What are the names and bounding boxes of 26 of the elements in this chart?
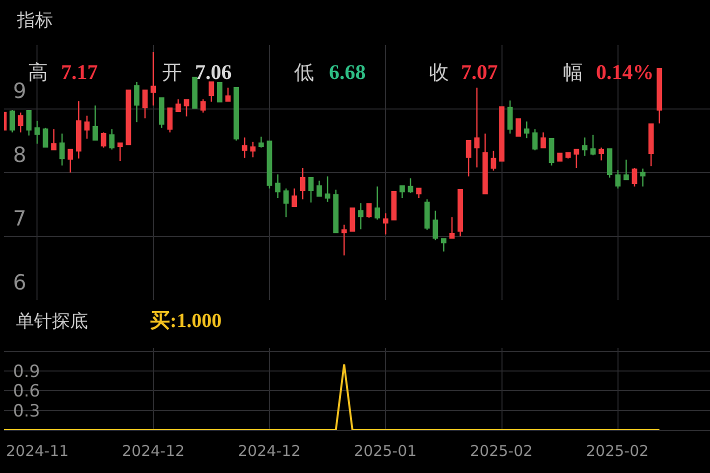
annotation: 开	[162, 60, 182, 84]
annotation: 收	[429, 60, 449, 84]
x-tick-label: 2024-12	[238, 442, 301, 460]
chart-title: 指标	[16, 10, 53, 31]
annotation: 7.06	[195, 60, 232, 84]
annotation: 6.68	[329, 60, 366, 84]
annotation: 低	[294, 60, 314, 84]
y-tick-label: 0.3	[13, 401, 40, 422]
x-tick-label: 2025-02	[470, 442, 533, 460]
chart-title: 单针探底	[16, 311, 88, 332]
x-tick-label: 2025-01	[354, 442, 417, 460]
text: 买:1.000	[150, 310, 222, 332]
annotation: 7.17	[61, 60, 98, 84]
annotation: 高	[28, 60, 48, 84]
annotation: 7.07	[461, 60, 498, 84]
y-tick-label: 9	[13, 79, 26, 104]
y-tick-label: 7	[13, 206, 26, 231]
y-tick-label: 0.9	[13, 362, 40, 382]
y-tick-label: 0.6	[13, 382, 40, 402]
annotation: 幅	[563, 60, 583, 84]
annotation: 0.14%	[596, 60, 654, 84]
y-tick-label: 8	[13, 142, 26, 167]
x-tick-label: 2024-12	[122, 442, 185, 460]
x-tick-label: 2024-11	[6, 442, 69, 460]
x-tick-label: 2025-02	[586, 442, 649, 460]
y-tick-label: 6	[13, 270, 26, 294]
